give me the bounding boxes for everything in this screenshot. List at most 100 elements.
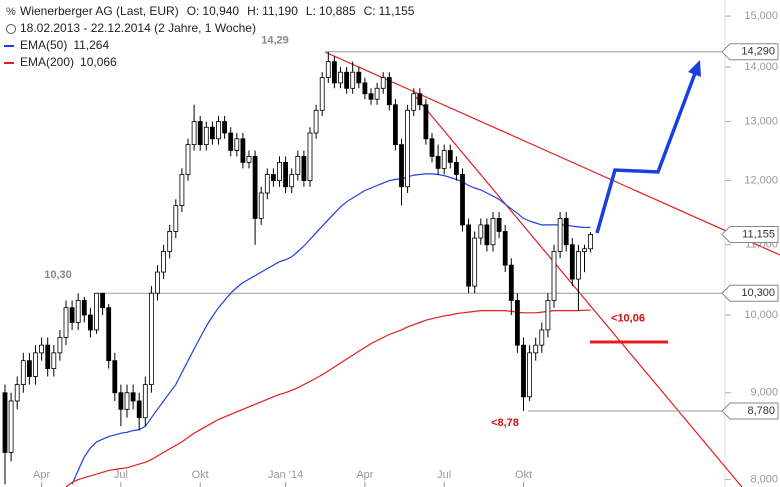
price-tag-label: 10,300 — [741, 287, 775, 299]
candle-body — [283, 161, 289, 188]
header: % Wienerberger AG (Last, EUR) O: 10,940 H: 1… — [6, 4, 415, 35]
annotation: <10,06 — [611, 313, 645, 325]
candle-body — [368, 93, 374, 100]
candle-body — [545, 300, 551, 331]
candle-body — [460, 174, 465, 226]
candle-body — [331, 61, 337, 84]
quote-value: 11,190 — [262, 4, 298, 18]
candle-body — [588, 234, 593, 250]
subtitle: 18.02.2013 - 22.12.2014 (2 Jahre, 1 Woch… — [20, 21, 256, 35]
candle-body — [26, 360, 32, 377]
quote-value: 10,885 — [319, 4, 356, 18]
candle-body — [252, 156, 258, 219]
candle-body — [112, 360, 118, 394]
candle-body — [222, 121, 228, 134]
candle-body — [277, 161, 282, 181]
candle-body — [423, 104, 429, 140]
candle-body — [69, 307, 75, 323]
candle-body — [2, 392, 8, 453]
y-tick-label: 12,000 — [744, 175, 778, 187]
price-tag-label: 8,780 — [747, 405, 775, 417]
candle-body — [576, 251, 581, 280]
price-tag-label: 11,155 — [742, 228, 775, 240]
candle-body — [33, 352, 38, 377]
candle-body — [185, 144, 191, 175]
candle-body — [533, 344, 539, 354]
icon: % — [6, 6, 16, 18]
candle-body — [478, 224, 484, 239]
candle-body — [270, 174, 276, 181]
x-tick-label: Apr — [356, 469, 373, 481]
candle-body — [508, 264, 514, 301]
candle-body — [490, 218, 496, 246]
x-tick-label: Jan '14 — [268, 469, 303, 481]
candle-body — [551, 251, 557, 301]
arrow-head — [688, 60, 701, 77]
candle-body — [216, 121, 221, 140]
candle-body — [14, 384, 20, 402]
candle-body — [51, 352, 57, 369]
annotation: 14,29 — [261, 35, 289, 47]
quote-label: L: — [306, 4, 316, 18]
candle-body — [453, 161, 459, 175]
candle-body — [338, 71, 343, 84]
candle-body — [228, 132, 234, 151]
candle-body — [344, 71, 350, 89]
x-tick-label: Okt — [192, 469, 209, 481]
candle-body — [582, 248, 587, 252]
candle-body — [94, 292, 99, 331]
quote-value: 11,155 — [379, 4, 415, 18]
x-tick-label: Jul — [114, 469, 128, 481]
candle-body — [81, 300, 87, 316]
candle-body — [435, 156, 441, 169]
candle-body — [380, 77, 386, 89]
candle-body — [234, 138, 240, 151]
y-tick-label: 14,000 — [744, 61, 778, 73]
candle-body — [319, 77, 325, 111]
candle-body — [179, 174, 185, 206]
candle-body — [191, 121, 197, 146]
candle-body — [88, 314, 93, 331]
candle-body — [515, 300, 520, 346]
candle-body — [136, 400, 142, 419]
candle-body — [527, 352, 532, 398]
candle-body — [307, 132, 313, 181]
x-tick-label: Apr — [33, 469, 50, 481]
candle-body — [124, 392, 130, 410]
candle-body — [313, 109, 319, 134]
x-tick-label: Jul — [437, 469, 451, 481]
candle-body — [75, 300, 81, 323]
candle-body — [362, 82, 368, 95]
candle-body — [325, 61, 331, 78]
candle-body — [484, 224, 490, 246]
title-text: Wienerberger AG (Last, EUR) — [20, 4, 179, 18]
y-tick-label: 10,000 — [744, 309, 778, 321]
candle-body — [429, 138, 435, 157]
candle-body — [502, 231, 508, 266]
candle-body — [100, 292, 105, 309]
price-tag — [721, 284, 779, 302]
legend-value: 10,066 — [80, 55, 117, 69]
candle-body — [63, 307, 69, 338]
ema-line — [71, 173, 591, 485]
legend-value: 11,264 — [73, 38, 109, 52]
candle-body — [441, 150, 447, 169]
price-tag — [721, 225, 779, 243]
y-tick-label: 9,000 — [750, 387, 778, 399]
legend-entry: EMA(50) 11,264 — [20, 38, 109, 52]
candle-body — [411, 93, 417, 111]
price-tag — [721, 402, 779, 420]
candle-body — [197, 121, 203, 146]
y-tick-label: 8,000 — [750, 473, 778, 485]
candle-body — [209, 126, 215, 140]
ema-line — [65, 309, 591, 487]
candle-body — [356, 71, 362, 84]
candle-body — [142, 384, 148, 419]
candle-body — [39, 344, 44, 354]
candle-body — [472, 237, 478, 287]
candle-body — [563, 218, 569, 246]
annotation: <8,78 — [491, 417, 519, 429]
candle-body — [374, 87, 380, 100]
